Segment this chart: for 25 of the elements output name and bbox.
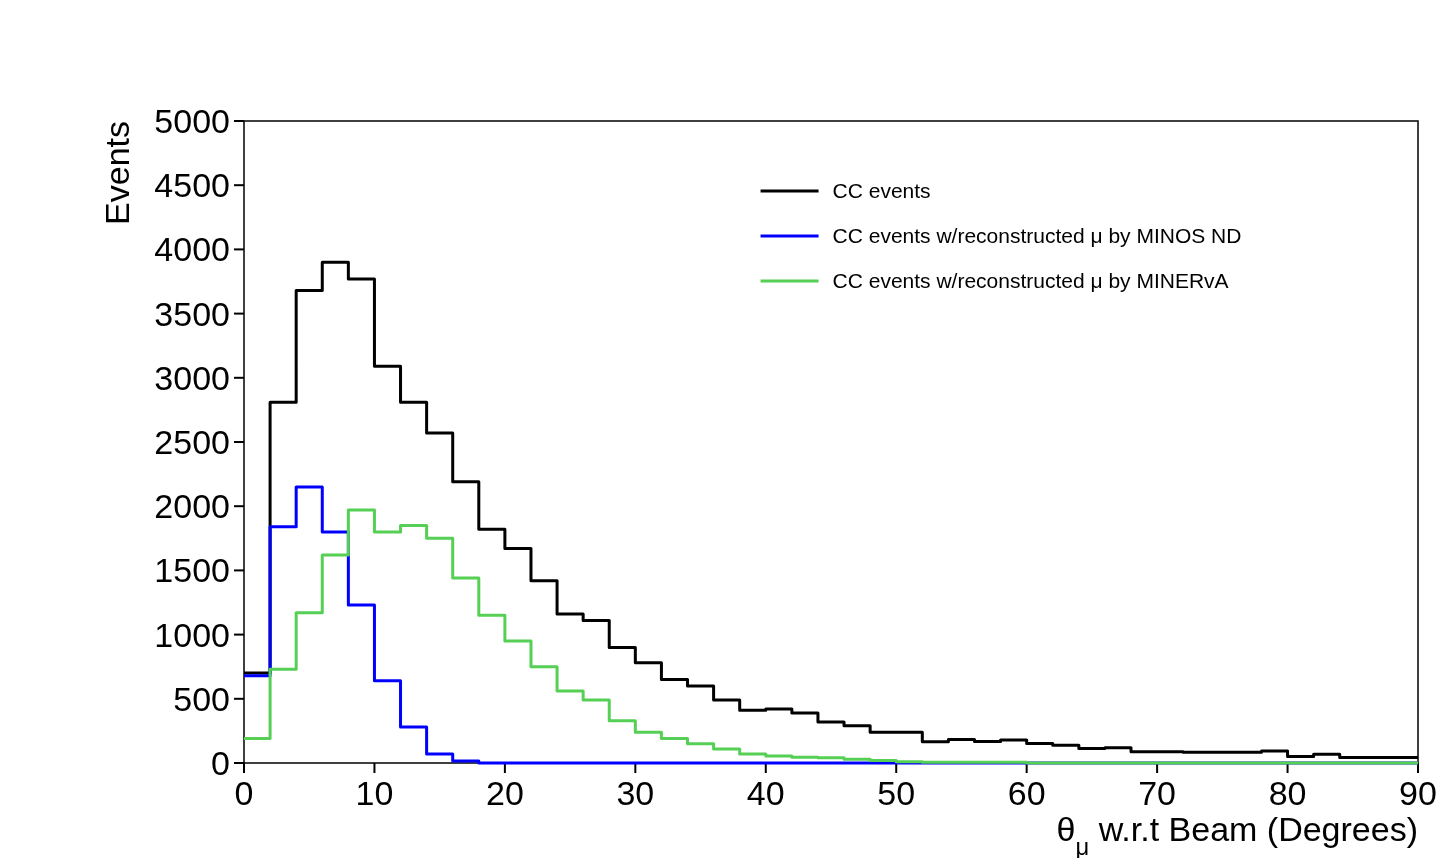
y-tick-label: 3500 [154, 294, 230, 333]
x-tick-label: 0 [234, 774, 254, 812]
y-tick-label: 2000 [154, 487, 230, 526]
y-tick-label: 2500 [154, 422, 230, 461]
legend-label: CC events w/reconstructed μ by MINERvA [832, 269, 1229, 293]
y-tick-label: 4000 [154, 230, 230, 269]
y-tick-label: 0 [211, 743, 230, 782]
y-tick-label: 3000 [154, 358, 230, 397]
y-tick-label: 1500 [154, 551, 230, 590]
x-tick-label: 90 [1399, 774, 1437, 812]
legend-label: CC events [832, 179, 931, 203]
x-tick-label: 40 [746, 774, 785, 812]
x-tick-label: 20 [485, 774, 524, 812]
y-tick-label: 1000 [154, 615, 230, 654]
x-tick-label: 70 [1138, 774, 1177, 812]
legend-label: CC events w/reconstructed μ by MINOS ND [832, 224, 1242, 248]
x-tick-label: 60 [1007, 774, 1046, 812]
x-tick-label: 30 [616, 774, 655, 812]
x-tick-label: 10 [355, 774, 394, 812]
x-tick-label: 50 [877, 774, 916, 812]
x-tick-label: 80 [1268, 774, 1307, 812]
y-axis-title: Events [98, 121, 136, 225]
y-tick-label: 5000 [154, 101, 230, 140]
y-tick-label: 4500 [154, 166, 230, 205]
y-tick-label: 500 [173, 679, 230, 718]
